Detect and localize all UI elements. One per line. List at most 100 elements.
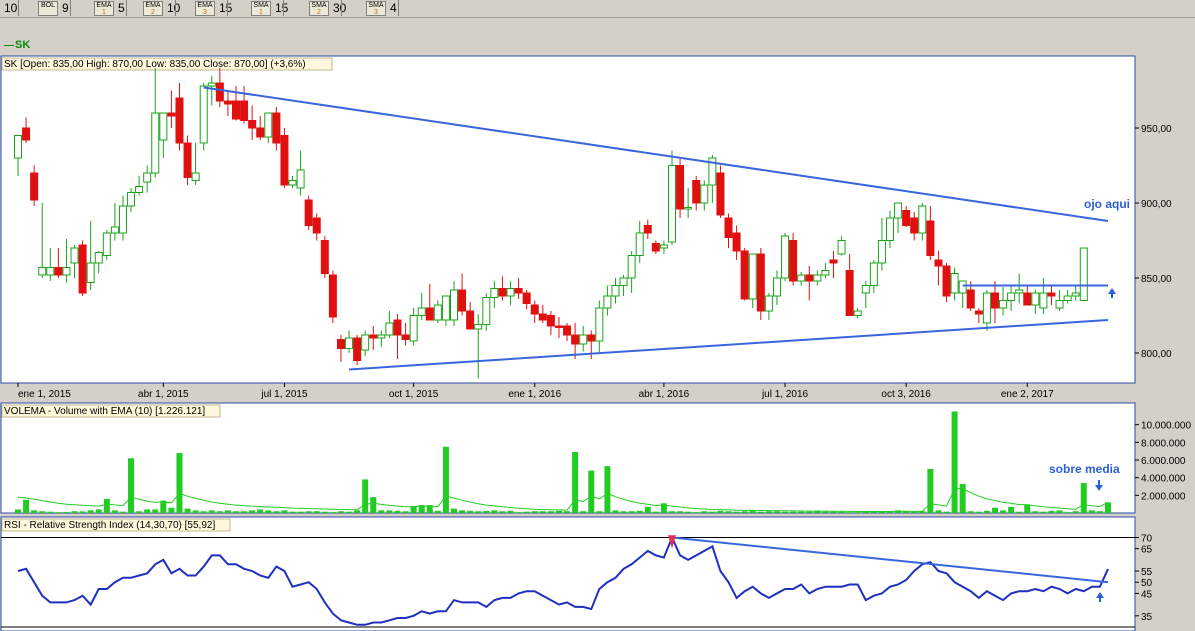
toolbar-item[interactable]: 10	[0, 0, 17, 16]
candle-body	[797, 274, 806, 282]
candle-body	[199, 85, 208, 144]
indicator-icon-index: 2	[317, 8, 321, 16]
toolbar-item[interactable]: BOL 9	[38, 0, 69, 16]
volume-bar	[975, 511, 982, 513]
toolbar-separator	[18, 0, 19, 16]
indicator-icon[interactable]: EMA 1	[94, 0, 114, 16]
candle-body	[425, 307, 434, 321]
volume-bar	[838, 511, 845, 513]
volume-bar	[192, 510, 199, 513]
toolbar-item[interactable]: EMA 3 15	[195, 0, 232, 16]
volume-bar	[846, 512, 853, 514]
candle-body	[845, 270, 854, 316]
toolbar-item[interactable]: SMA 2 30	[309, 0, 346, 16]
volume-bar	[442, 446, 449, 513]
volume-bar	[1080, 482, 1087, 513]
volume-bar	[677, 511, 684, 513]
volume-bar	[612, 510, 619, 513]
candle-body	[288, 180, 297, 186]
candle-body	[950, 273, 959, 294]
toolbar-item[interactable]: EMA 1 5	[94, 0, 125, 16]
indicator-period: 15	[219, 1, 233, 15]
volume-bar	[830, 511, 837, 513]
price-xtick-label: oct 1, 2015	[389, 389, 439, 400]
candle-body	[506, 288, 515, 297]
volume-bar	[572, 452, 579, 513]
legend-swatch	[4, 45, 14, 46]
indicator-icon[interactable]: EMA 2	[143, 0, 163, 16]
volume-ytick-label: 8.000.000	[1141, 438, 1186, 449]
volume-bar	[580, 511, 587, 513]
candle-body	[764, 295, 773, 312]
volume-bar	[1056, 510, 1063, 513]
indicator-icon[interactable]: SMA 1	[251, 0, 271, 16]
candle-body	[861, 285, 870, 294]
volume-bar	[434, 510, 441, 513]
candle-body	[232, 100, 240, 120]
volume-bar	[862, 511, 869, 513]
volume-bar	[701, 511, 708, 513]
price-title: SK [Open: 835,00 High: 870,00 Low: 835,0…	[4, 59, 306, 70]
price-xtick-label: abr 1, 2015	[138, 389, 189, 400]
volume-bar	[249, 510, 256, 513]
candle-body	[143, 172, 152, 183]
volume-bar	[935, 510, 942, 513]
volume-bar	[103, 498, 110, 513]
candle-body	[498, 288, 507, 297]
indicator-icon[interactable]: BOL	[38, 0, 58, 16]
candle-body	[417, 307, 426, 316]
toolbar-item[interactable]: EMA 2 10	[143, 0, 180, 16]
candle-body	[14, 135, 22, 159]
candle-body	[942, 265, 951, 297]
candle-body	[272, 112, 281, 144]
candle-body	[296, 169, 305, 189]
toolbar-separator	[70, 0, 71, 16]
indicator-icon-label: SMA	[368, 1, 384, 9]
candle-body	[708, 157, 717, 186]
price-ytick-label: 850,00	[1141, 274, 1172, 285]
indicator-icon[interactable]: SMA 2	[309, 0, 329, 16]
volume-bar	[507, 510, 514, 513]
indicator-icon[interactable]: SMA 3	[366, 0, 386, 16]
indicator-icon-index: 3	[203, 8, 207, 16]
indicator-icon-index: 3	[374, 8, 378, 16]
candle-body	[894, 202, 903, 219]
candle-body	[240, 100, 249, 121]
volume-bar	[636, 510, 643, 513]
candle-body	[813, 274, 822, 282]
toolbar-item[interactable]: SMA 1 15	[251, 0, 288, 16]
price-ytick-label: 950,00	[1141, 124, 1172, 135]
volume-bar	[1096, 511, 1103, 513]
price-ytick-label: 800,00	[1141, 349, 1172, 360]
candle-body	[514, 288, 523, 294]
price-xtick-label: ene 1, 2015	[18, 389, 71, 400]
candle-body	[304, 199, 313, 226]
candle-body	[369, 334, 378, 339]
volume-bar	[1032, 511, 1039, 513]
volume-bar	[531, 511, 538, 513]
volume-bar	[991, 507, 998, 513]
volume-bar	[983, 510, 990, 513]
volume-annotation: sobre media	[1049, 462, 1120, 476]
candle-body	[732, 232, 741, 252]
candle-body	[70, 247, 79, 264]
volume-bar	[233, 511, 239, 513]
price-xtick-label: ene 2, 2017	[1001, 389, 1054, 400]
volume-bar	[95, 509, 102, 513]
candle-body	[458, 289, 467, 312]
indicator-icon-index: 1	[259, 8, 263, 16]
candle-body	[668, 165, 676, 243]
volume-bar	[410, 505, 417, 513]
toolbar-item[interactable]: SMA 3 4	[366, 0, 397, 16]
legend-symbol[interactable]: SK	[15, 39, 31, 51]
candle-body	[223, 100, 232, 105]
candle-body	[958, 280, 967, 294]
price-annotation: ojo aqui	[1084, 197, 1130, 211]
volume-ytick-label: 4.000.000	[1141, 474, 1186, 485]
candle-body	[433, 304, 442, 321]
volume-panel	[0, 402, 1136, 514]
indicator-icon[interactable]: EMA 3	[195, 0, 215, 16]
volume-bar	[313, 511, 320, 513]
candle-body	[1007, 292, 1016, 301]
volume-bar	[136, 511, 143, 513]
